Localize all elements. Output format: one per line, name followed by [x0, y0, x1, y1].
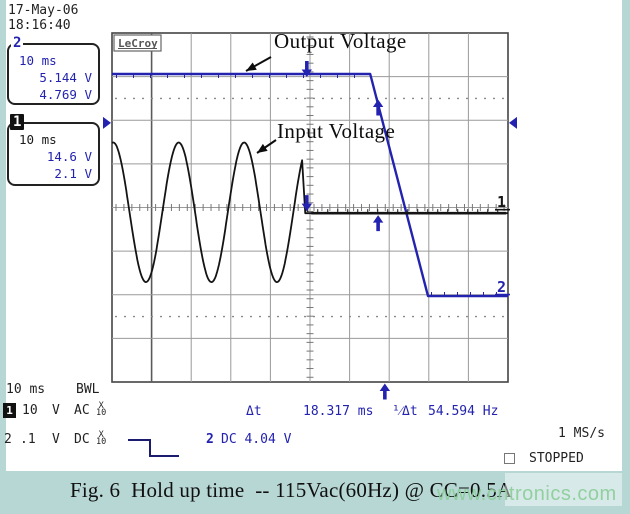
- inv-delta-t-value: 54.594 Hz: [428, 404, 499, 419]
- status-bwl: BWL: [76, 382, 100, 397]
- ch1-value-delta: 2.1 V: [54, 166, 92, 181]
- status-timebase: 10 ms: [6, 382, 46, 397]
- status-ch2-scale: .1: [20, 432, 36, 447]
- ch2-value-delta: 4.769 V: [39, 87, 92, 102]
- probe-10: 10: [96, 437, 107, 447]
- output-voltage-arrow-head: [246, 62, 257, 71]
- probe-x: X: [98, 430, 104, 440]
- cursor1-marker-top: [301, 61, 313, 78]
- ch1-input-voltage-trace: [111, 141, 508, 283]
- ch1-probe-attenuation-icon: X 10: [96, 401, 107, 418]
- delta-t-value: 18.317 ms: [303, 404, 374, 419]
- trigger-source-label: 2: [206, 432, 214, 447]
- probe-10: 10: [96, 408, 107, 418]
- ch2-output-voltage-trace: [112, 72, 508, 298]
- trigger-level-readout: DC 4.04 V: [221, 432, 292, 447]
- ch1-trace-label: 1: [497, 193, 506, 211]
- acquisition-state: STOPPED: [529, 451, 584, 466]
- inv-delta-t-label: ¹⁄Δt: [392, 404, 418, 419]
- input-voltage-label: Input Voltage: [277, 119, 396, 143]
- status-ch1-scale: 10: [22, 403, 38, 418]
- ch1-value-top: 14.6 V: [46, 149, 92, 164]
- figure-caption: Fig. 6 Hold up time -- 115Vac(60Hz) @ CC…: [70, 478, 513, 502]
- datetime-time: 18:16:40: [8, 18, 71, 33]
- status-ch2-unit: V: [52, 432, 60, 447]
- status-ch2-coupling: DC: [74, 432, 90, 447]
- status-ch1-coupling: AC: [74, 403, 90, 418]
- ch2-measure-box: 10 ms 5.144 V 4.769 V: [7, 43, 100, 105]
- stopped-indicator-icon: [504, 453, 515, 464]
- brand-label: LeCroy: [118, 37, 158, 50]
- status-ch1-unit: V: [52, 403, 60, 418]
- status-ch1-badge: 1: [3, 403, 16, 418]
- ch2-value-top: 5.144 V: [39, 70, 92, 85]
- trigger-level-marker-right: [509, 116, 517, 129]
- trigger-time-marker: [379, 383, 391, 400]
- output-voltage-label: Output Voltage: [274, 29, 407, 53]
- ch1-box-label: 1: [10, 114, 25, 130]
- sample-rate: 1 MS/s: [558, 426, 605, 441]
- status-ch2-label: 2: [4, 432, 12, 447]
- ch2-timebase: 10 ms: [19, 53, 57, 68]
- ch1-measure-box: 10 ms 14.6 V 2.1 V: [7, 122, 100, 186]
- ch1-timebase: 10 ms: [19, 132, 57, 147]
- ch2-trace-label: 2: [497, 278, 506, 296]
- datetime-date: 17-May-06: [8, 3, 79, 18]
- ch2-box-label: 2: [11, 35, 24, 51]
- brand-badge: [113, 34, 162, 52]
- delta-t-label: Δt: [246, 404, 262, 419]
- trigger-level-marker-left: [103, 116, 111, 129]
- cursor2-marker-top: [372, 99, 384, 116]
- cursor2-marker-bottom: [372, 215, 384, 232]
- ch2-probe-attenuation-icon: X 10: [96, 430, 107, 447]
- cursor1-marker-bottom: [301, 195, 313, 212]
- input-voltage-arrow-head: [257, 143, 268, 153]
- watermark: www.cntronics.com: [437, 483, 617, 505]
- watermark-highlight: [505, 473, 622, 506]
- trigger-slope-icon: [128, 439, 179, 457]
- probe-x: X: [98, 401, 104, 411]
